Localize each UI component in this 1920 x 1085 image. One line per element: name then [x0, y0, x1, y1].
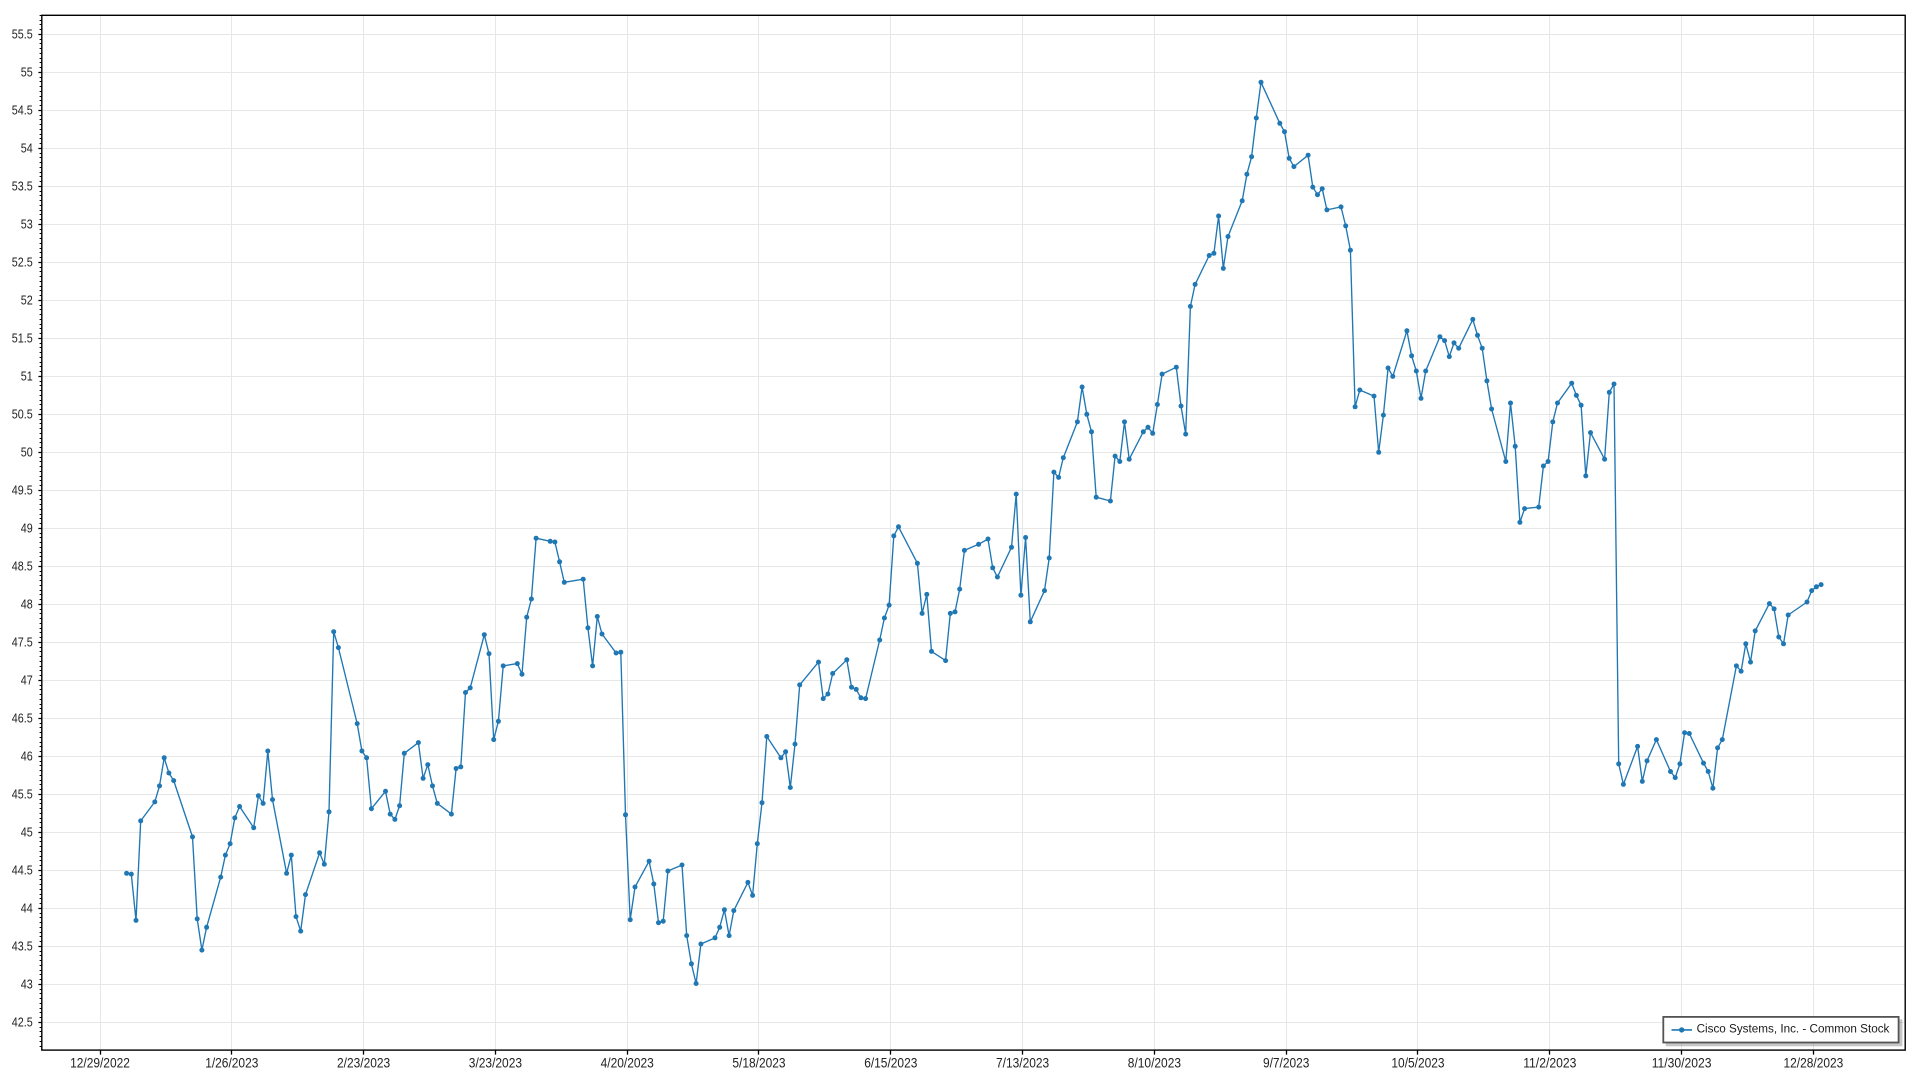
svg-text:50: 50 [21, 444, 33, 459]
svg-text:5/18/2023: 5/18/2023 [732, 1056, 785, 1071]
svg-text:47.5: 47.5 [12, 634, 33, 649]
svg-text:2/23/2023: 2/23/2023 [337, 1056, 390, 1071]
svg-text:44: 44 [21, 900, 33, 915]
svg-text:51.5: 51.5 [12, 330, 33, 345]
svg-text:54.5: 54.5 [12, 102, 33, 117]
svg-text:11/30/2023: 11/30/2023 [1652, 1056, 1712, 1071]
svg-text:6/15/2023: 6/15/2023 [864, 1056, 917, 1071]
svg-text:44.5: 44.5 [12, 862, 33, 877]
svg-text:46.5: 46.5 [12, 710, 33, 725]
svg-text:55.5: 55.5 [12, 26, 33, 41]
svg-text:43: 43 [21, 976, 33, 991]
svg-text:48.5: 48.5 [12, 558, 33, 573]
svg-text:43.5: 43.5 [12, 938, 33, 953]
svg-text:4/20/2023: 4/20/2023 [601, 1056, 654, 1071]
svg-text:52.5: 52.5 [12, 254, 33, 269]
svg-text:49: 49 [21, 520, 33, 535]
svg-text:11/2/2023: 11/2/2023 [1523, 1056, 1576, 1071]
svg-text:51: 51 [21, 368, 33, 383]
svg-text:54: 54 [21, 140, 33, 155]
svg-text:Cisco Systems, Inc. - Common S: Cisco Systems, Inc. - Common Stock [1697, 1022, 1891, 1036]
svg-text:3/23/2023: 3/23/2023 [469, 1056, 522, 1071]
svg-text:53: 53 [21, 216, 33, 231]
svg-text:46: 46 [21, 748, 33, 763]
svg-text:47: 47 [21, 672, 33, 687]
svg-text:7/13/2023: 7/13/2023 [996, 1056, 1049, 1071]
svg-text:50.5: 50.5 [12, 406, 33, 421]
svg-text:49.5: 49.5 [12, 482, 33, 497]
svg-text:9/7/2023: 9/7/2023 [1263, 1056, 1310, 1071]
svg-text:52: 52 [21, 292, 33, 307]
svg-text:12/29/2022: 12/29/2022 [70, 1056, 130, 1071]
svg-text:10/5/2023: 10/5/2023 [1391, 1056, 1444, 1071]
svg-text:55: 55 [21, 64, 33, 79]
svg-text:42.5: 42.5 [12, 1014, 33, 1029]
svg-text:53.5: 53.5 [12, 178, 33, 193]
svg-text:45: 45 [21, 824, 33, 839]
svg-text:1/26/2023: 1/26/2023 [205, 1056, 258, 1071]
svg-text:12/28/2023: 12/28/2023 [1784, 1056, 1844, 1071]
svg-text:45.5: 45.5 [12, 786, 33, 801]
svg-text:8/10/2023: 8/10/2023 [1128, 1056, 1181, 1071]
svg-text:48: 48 [21, 596, 33, 611]
